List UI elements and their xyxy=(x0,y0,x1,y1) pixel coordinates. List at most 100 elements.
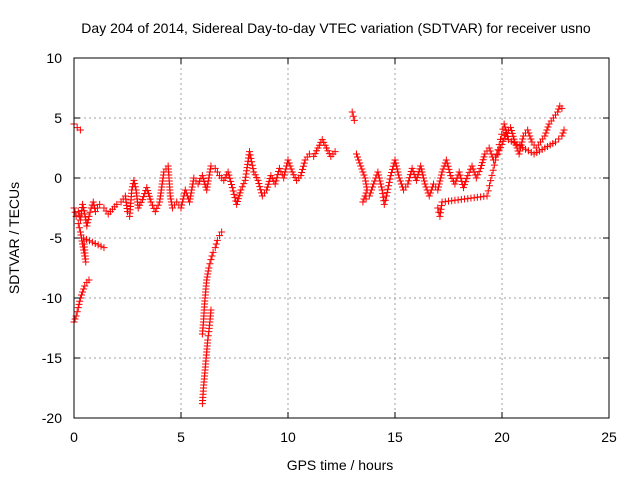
data-point-498 xyxy=(477,162,485,170)
data-point-273 xyxy=(76,228,84,236)
data-point-616 xyxy=(558,132,566,140)
data-point-263 xyxy=(76,297,84,305)
data-point-420 xyxy=(395,174,403,182)
data-point-601 xyxy=(516,142,524,150)
data-point-401 xyxy=(380,200,388,208)
data-point-262 xyxy=(75,300,83,308)
data-point-256 xyxy=(331,148,339,156)
data-point-436 xyxy=(413,174,421,182)
data-point-197 xyxy=(255,180,263,188)
data-point-167 xyxy=(230,190,238,198)
data-point-421 xyxy=(396,177,404,185)
data-point-561 xyxy=(436,209,444,217)
data-point-490 xyxy=(468,162,476,170)
data-point-79 xyxy=(146,195,154,203)
data-point-367 xyxy=(355,156,363,164)
data-point-146 xyxy=(204,180,212,188)
data-point-469 xyxy=(445,165,453,173)
data-point-203 xyxy=(263,186,271,194)
data-point-470 xyxy=(446,168,454,176)
x-tick-label-3: 15 xyxy=(387,429,403,445)
data-point-220 xyxy=(280,171,288,179)
data-point-160 xyxy=(224,168,232,176)
data-point-562 xyxy=(437,205,445,213)
data-point-392 xyxy=(375,171,383,179)
data-point-270 xyxy=(85,276,93,284)
data-point-586 xyxy=(493,151,501,159)
data-point-558 xyxy=(434,204,442,212)
data-point-456 xyxy=(434,186,442,194)
data-point-357 xyxy=(211,244,219,252)
data-point-500 xyxy=(479,156,487,164)
data-point-398 xyxy=(379,190,387,198)
y-tick-label-2: -10 xyxy=(42,290,62,306)
data-point-22 xyxy=(84,216,92,224)
data-point-395 xyxy=(377,180,385,188)
data-point-187 xyxy=(245,148,253,156)
grid-layer xyxy=(74,58,609,418)
data-point-450 xyxy=(425,192,433,200)
data-point-582 xyxy=(488,171,496,179)
data-point-292 xyxy=(83,235,91,243)
data-point-164 xyxy=(228,180,236,188)
data-point-528 xyxy=(515,150,523,158)
data-point-189 xyxy=(247,154,255,162)
data-point-422 xyxy=(397,180,405,188)
data-point-75 xyxy=(143,184,151,192)
data-point-170 xyxy=(233,200,241,208)
data-point-145 xyxy=(203,183,211,191)
data-point-604 xyxy=(524,147,532,155)
data-point-408 xyxy=(386,175,394,183)
data-point-397 xyxy=(378,186,386,194)
data-point-359 xyxy=(213,236,221,244)
data-point-61 xyxy=(131,183,139,191)
y-tick-label-4: 0 xyxy=(54,170,62,186)
data-point-13 xyxy=(79,200,87,208)
y-tick-label-6: 10 xyxy=(46,50,62,66)
data-point-466 xyxy=(442,156,450,164)
data-point-191 xyxy=(248,161,256,169)
data-point-351 xyxy=(204,267,212,275)
data-point-238 xyxy=(300,159,308,167)
data-point-190 xyxy=(248,158,256,166)
data-point-59 xyxy=(130,176,138,184)
data-point-108 xyxy=(166,192,174,200)
data-point-116 xyxy=(177,204,185,212)
data-point-405 xyxy=(384,185,392,193)
data-point-131 xyxy=(188,183,196,191)
data-point-32 xyxy=(96,200,104,208)
data-point-329 xyxy=(207,306,215,314)
data-point-435 xyxy=(412,176,420,184)
data-point-39 xyxy=(113,200,121,208)
data-point-484 xyxy=(461,181,469,189)
data-point-205 xyxy=(264,180,272,188)
data-point-614 xyxy=(552,138,559,146)
data-point-393 xyxy=(375,174,383,182)
data-point-173 xyxy=(235,192,243,200)
data-point-368 xyxy=(356,159,364,167)
data-point-267 xyxy=(80,285,88,293)
data-point-444 xyxy=(420,174,428,182)
data-point-497 xyxy=(477,164,485,172)
data-point-358 xyxy=(212,240,220,248)
data-point-414 xyxy=(391,156,399,164)
data-point-501 xyxy=(480,153,488,161)
data-point-486 xyxy=(463,175,471,183)
data-point-560 xyxy=(436,212,444,220)
x-tick-label-0: 0 xyxy=(70,429,78,445)
data-point-219 xyxy=(280,174,288,182)
data-point-78 xyxy=(145,192,153,200)
data-point-491 xyxy=(469,165,477,173)
data-point-583 xyxy=(489,166,497,174)
data-point-404 xyxy=(383,189,391,197)
data-point-355 xyxy=(208,252,216,260)
data-point-394 xyxy=(376,177,384,185)
data-point-598 xyxy=(507,137,515,145)
data-point-265 xyxy=(77,291,85,299)
data-point-147 xyxy=(204,177,212,185)
y-tick-label-5: 5 xyxy=(54,110,62,126)
y-tick-label-1: -15 xyxy=(42,350,62,366)
data-point-15 xyxy=(80,207,88,215)
data-point-602 xyxy=(519,144,527,152)
